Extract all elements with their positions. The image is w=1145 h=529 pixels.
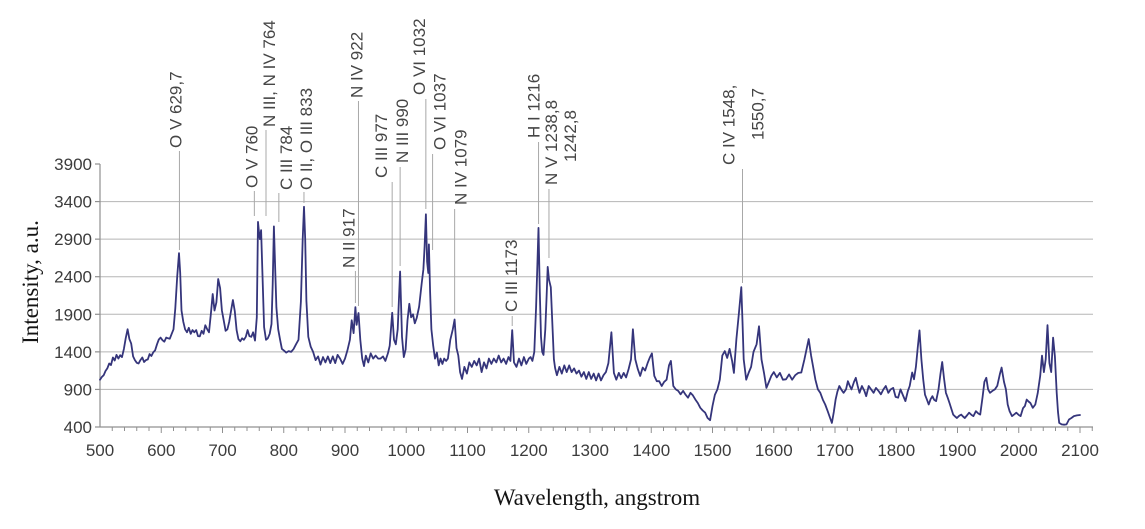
annotation-label-n-v-1238-8-1242-8: N V 1238,8 bbox=[542, 100, 561, 185]
annotation-label-c-iii-1173: C III 1173 bbox=[502, 240, 521, 312]
x-tick-label-1400: 1400 bbox=[632, 441, 670, 460]
annotation-label-o-v-629-7: O V 629,7 bbox=[166, 71, 185, 148]
x-tick-label-1200: 1200 bbox=[510, 441, 548, 460]
annotation-label-n-ii-917: N II 917 bbox=[339, 208, 358, 268]
x-tick-label-1100: 1100 bbox=[449, 441, 486, 460]
y-tick-label-400: 400 bbox=[64, 418, 92, 437]
y-tick-label-1900: 1900 bbox=[54, 305, 92, 324]
annotation-label-c-iv-1548-1550-7: C IV 1548, bbox=[720, 85, 739, 165]
x-tick-label-1000: 1000 bbox=[387, 441, 425, 460]
x-tick-label-1800: 1800 bbox=[877, 441, 915, 460]
axes bbox=[95, 163, 1093, 433]
annotation-label-n-v-1238-8-1242-8-line2: 1242,8 bbox=[561, 110, 580, 162]
annotation-label-n-iii-n-iv-764: N III, N IV 764 bbox=[260, 20, 279, 127]
annotation-label-c-iii-977: C III 977 bbox=[372, 114, 391, 178]
x-tick-label-1900: 1900 bbox=[939, 441, 977, 460]
y-tick-label-2400: 2400 bbox=[54, 268, 92, 287]
spectrum-line bbox=[99, 205, 1081, 426]
tick-labels: 400 900 1400 1900 2400 2900 3400 3900 500 600 700 8… bbox=[54, 155, 1099, 460]
x-tick-label-1500: 1500 bbox=[694, 441, 732, 460]
x-tick-label-1700: 1700 bbox=[816, 441, 854, 460]
annotation-label-n-iv-922: N IV 922 bbox=[347, 32, 366, 98]
annotation-label-o-ii-o-iii-833: O II, O III 833 bbox=[297, 88, 316, 190]
x-tick-label-2000: 2000 bbox=[1000, 441, 1038, 460]
annotation-label-c-iv-1548-1550-7-line2: 1550,7 bbox=[749, 88, 768, 140]
annotation-label-o-vi-1037: O VI 1037 bbox=[431, 73, 450, 150]
y-tick-label-900: 900 bbox=[64, 380, 92, 399]
y-tick-label-3900: 3900 bbox=[54, 155, 92, 174]
y-tick-label-3400: 3400 bbox=[54, 193, 92, 212]
annotation-label-c-iii-784: C III 784 bbox=[277, 126, 296, 190]
x-tick-label-900: 900 bbox=[331, 441, 359, 460]
x-tick-label-1300: 1300 bbox=[571, 441, 609, 460]
annotation-label-o-vi-1032: O VI 1032 bbox=[410, 18, 429, 95]
x-tick-label-1600: 1600 bbox=[755, 441, 793, 460]
annotation-label-h-i-1216: H I 1216 bbox=[525, 74, 544, 138]
annotation-label-n-iii-990: N III 990 bbox=[393, 99, 412, 163]
x-tick-label-2100: 2100 bbox=[1061, 441, 1099, 460]
y-tick-label-2900: 2900 bbox=[54, 230, 92, 249]
y-axis-title: Intensity, a.u. bbox=[18, 220, 43, 344]
x-axis-title: Wavelength, angstrom bbox=[494, 485, 700, 510]
x-tick-label-600: 600 bbox=[147, 441, 175, 460]
x-tick-label-700: 700 bbox=[208, 441, 236, 460]
x-tick-label-800: 800 bbox=[270, 441, 298, 460]
annotation-label-n-iv-1079: N IV 1079 bbox=[452, 129, 471, 205]
gridlines bbox=[100, 201, 1093, 390]
y-tick-label-1400: 1400 bbox=[54, 343, 92, 362]
annotation-label-o-v-760: O V 760 bbox=[242, 126, 261, 188]
x-tick-label-500: 500 bbox=[86, 441, 114, 460]
